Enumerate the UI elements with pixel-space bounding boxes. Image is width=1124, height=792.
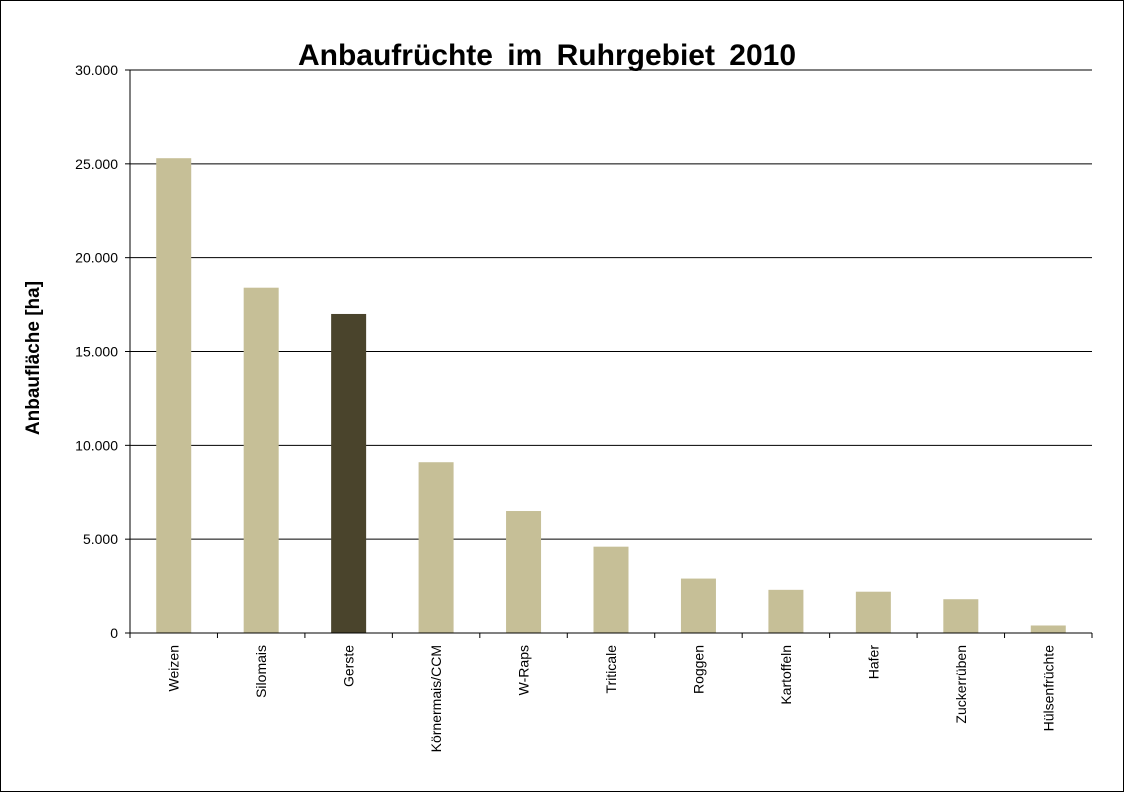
- x-tick-labels: Weizen Silomais Gerste Körnermais/CCM W-Raps…: [166, 645, 1057, 753]
- x-tick-label-7: Kartoffeln: [778, 645, 794, 705]
- x-tick-label-0: Weizen: [166, 645, 182, 691]
- grid-lines: [130, 69, 1092, 540]
- bar-hülsenfrüchte: [1030, 625, 1066, 633]
- bar-weizen: [156, 158, 192, 633]
- y-tick-label-6: 30.000: [75, 62, 118, 78]
- y-tick-label-2: 10.000: [75, 437, 118, 453]
- x-tick-label-4: W-Raps: [516, 645, 532, 695]
- bar-gerste: [331, 313, 367, 633]
- x-tick-label-1: Silomais: [253, 645, 269, 698]
- y-tick-label-1: 5.000: [83, 531, 118, 547]
- bar-triticale: [593, 546, 629, 633]
- x-tick-label-8: Hafer: [865, 645, 881, 680]
- y-axis-label: Anbaufläche [ha]: [23, 281, 44, 435]
- bar-w-raps: [506, 511, 542, 633]
- bar-roggen: [680, 578, 716, 633]
- y-tick-label-4: 20.000: [75, 250, 118, 266]
- x-tick-label-10: Hülsenfrüchte: [1040, 645, 1056, 732]
- x-tick-label-3: Körnermais/CCM: [428, 645, 444, 752]
- x-tick-label-6: Roggen: [690, 645, 706, 694]
- bar-körnermais-ccm: [418, 462, 454, 633]
- y-tick-label-5: 25.000: [75, 156, 118, 172]
- bars: [156, 158, 1066, 633]
- x-tick-label-2: Gerste: [341, 645, 357, 687]
- bar-zuckerrüben: [943, 599, 979, 633]
- bar-kartoffeln: [768, 589, 804, 633]
- bar-hafer: [855, 591, 891, 633]
- axes: [125, 69, 1093, 638]
- x-tick-label-9: Zuckerrüben: [953, 645, 969, 724]
- chart-title: Anbaufrüchte im Ruhrgebiet 2010: [297, 39, 797, 72]
- x-tick-label-5: Triticale: [603, 645, 619, 694]
- y-tick-label-3: 15.000: [75, 344, 118, 360]
- y-tick-labels: 0 5.000 10.000 15.000 20.000 25.000 30.000: [75, 62, 118, 641]
- y-tick-label-0: 0: [110, 625, 118, 641]
- bar-silomais: [243, 287, 279, 633]
